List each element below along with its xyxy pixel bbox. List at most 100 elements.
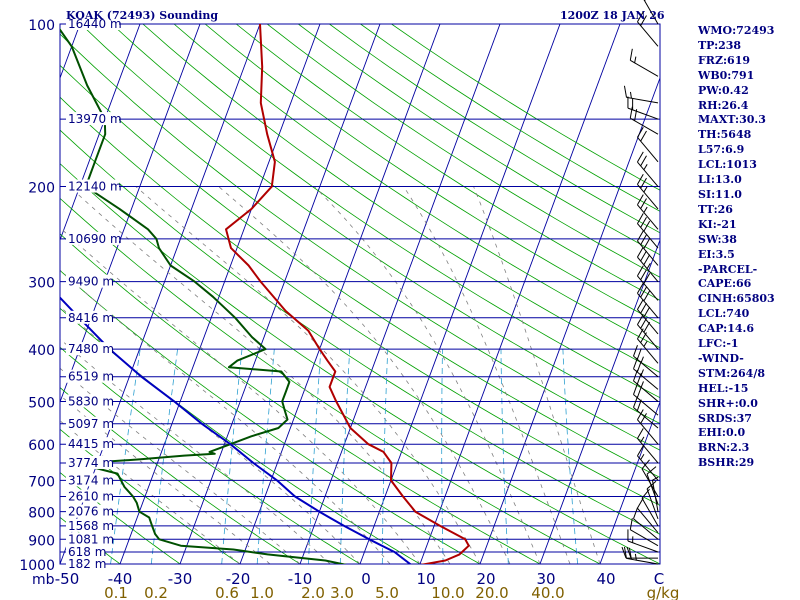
temperature-tick-label: 10 [416, 570, 435, 588]
moist-adiabat-line [60, 420, 241, 564]
isotherm-line [419, 24, 621, 564]
index-item: L57:6.9 [698, 143, 745, 157]
wind-barb [623, 85, 659, 104]
pressure-tick-label: 100 [28, 18, 55, 34]
pressure-tick-label: 600 [28, 438, 55, 454]
temperature-tick-label: 20 [476, 570, 495, 588]
index-item: TP:238 [698, 38, 742, 52]
height-label: 618 m [68, 545, 106, 559]
isotherm-line [60, 24, 201, 404]
index-item: SHR+:0.0 [698, 396, 758, 410]
index-item: LFC:-1 [698, 337, 739, 351]
wind-barb [633, 396, 659, 429]
mixing-ratio-label: 3.0 [330, 584, 354, 600]
height-label-bg [66, 544, 105, 558]
index-item: TT:26 [698, 202, 733, 216]
moist-adiabat-line [218, 186, 511, 564]
parcel-line [60, 296, 412, 564]
isobar-lines [59, 23, 661, 565]
isotherm-line [479, 76, 660, 564]
plot-frame [59, 23, 661, 565]
temperature-tick-label: 40 [596, 570, 615, 588]
isotherm-line [119, 24, 321, 564]
wind-barb [623, 546, 659, 565]
moist-adiabat-line [403, 186, 571, 564]
wind-barb [636, 314, 659, 350]
isotherm-line [359, 24, 561, 564]
height-label-bg [66, 17, 119, 30]
wind-barb [633, 383, 659, 416]
indices-panel: WMO:72493 TP:238 FRZ:619 WB0:791 PW:0.42 RH:2… [698, 24, 798, 471]
moist-adiabat-line [60, 394, 271, 564]
height-label: 182 m [68, 557, 106, 571]
moist-adiabat-line [135, 186, 481, 564]
pressure-tick-label: 800 [28, 506, 55, 522]
wind-barb [646, 466, 659, 505]
mixing-ratio-label: 20.0 [475, 584, 508, 600]
isotherm-line [179, 24, 381, 564]
mixing-ratio-line [562, 349, 579, 564]
pressure-unit-label: mb [32, 572, 55, 588]
height-label-bg [66, 504, 112, 518]
wind-barb [636, 174, 659, 210]
isotherm-line [299, 24, 501, 564]
temperature-tick-label: -10 [288, 570, 313, 588]
index-item: PW:0.42 [698, 83, 749, 97]
mixing-ratio-label: g/kg [647, 584, 680, 600]
index-item: STM:264/8 [698, 366, 765, 380]
height-label: 1081 m [68, 532, 114, 546]
mixing-ratio-line [308, 349, 322, 564]
temperature-tick-label: -50 [55, 570, 80, 588]
dry-adiabat-line [80, 24, 660, 425]
index-item: LI:13.0 [698, 173, 742, 187]
wind-barb [627, 96, 659, 120]
height-label-bg [66, 274, 112, 288]
temperature-tick-label: -40 [108, 570, 133, 588]
isotherm-line [0, 24, 20, 564]
index-item: LCL:740 [698, 307, 750, 321]
wind-barb [636, 246, 659, 282]
height-label: 9490 m [68, 275, 114, 289]
height-label-bg [66, 416, 112, 430]
height-label-bg [66, 489, 112, 503]
moist-adiabat-line [60, 338, 331, 564]
temperature-tick-label: -20 [226, 570, 251, 588]
mixing-ratio-label: 40.0 [531, 584, 564, 600]
wind-barbs [621, 0, 659, 565]
height-label-bg [66, 437, 112, 451]
index-item: CINH:65803 [698, 292, 775, 306]
wind-barb [636, 428, 659, 464]
height-label-bg [66, 557, 105, 570]
pressure-tick-label: 900 [28, 533, 55, 549]
temperature-tick-label: -30 [168, 570, 193, 588]
temperature-line [225, 24, 470, 564]
sounding-profiles [60, 24, 470, 564]
wind-barb [633, 344, 659, 378]
index-item: CAP:14.6 [698, 322, 755, 336]
moist-adiabat-line [473, 186, 601, 564]
index-item: FRZ:619 [698, 53, 751, 67]
isotherm-line [239, 24, 441, 564]
height-label: 7480 m [68, 342, 114, 356]
height-label: 3174 m [68, 473, 114, 487]
moist-adiabat-line [60, 306, 361, 564]
chart-title: KOAK (72493) Sounding [66, 9, 219, 22]
dry-adiabat-line [111, 24, 660, 399]
pressure-tick-label: 300 [28, 276, 55, 292]
wind-barb [636, 299, 659, 335]
wind-barb [636, 194, 659, 230]
index-item: SW:38 [698, 232, 737, 246]
temperature-unit-label: C [654, 570, 664, 588]
height-label: 4415 m [68, 437, 114, 451]
height-label: 1568 m [68, 519, 114, 533]
wind-barb [627, 529, 659, 553]
index-item: LCL:1013 [698, 158, 757, 172]
height-label: 8416 m [68, 311, 114, 325]
index-item: EI:3.5 [698, 247, 735, 261]
height-label-bg [66, 473, 112, 487]
index-item: MAXT:30.3 [698, 113, 766, 127]
moist-adiabat-line [69, 186, 451, 564]
isotherm-line [599, 400, 660, 564]
